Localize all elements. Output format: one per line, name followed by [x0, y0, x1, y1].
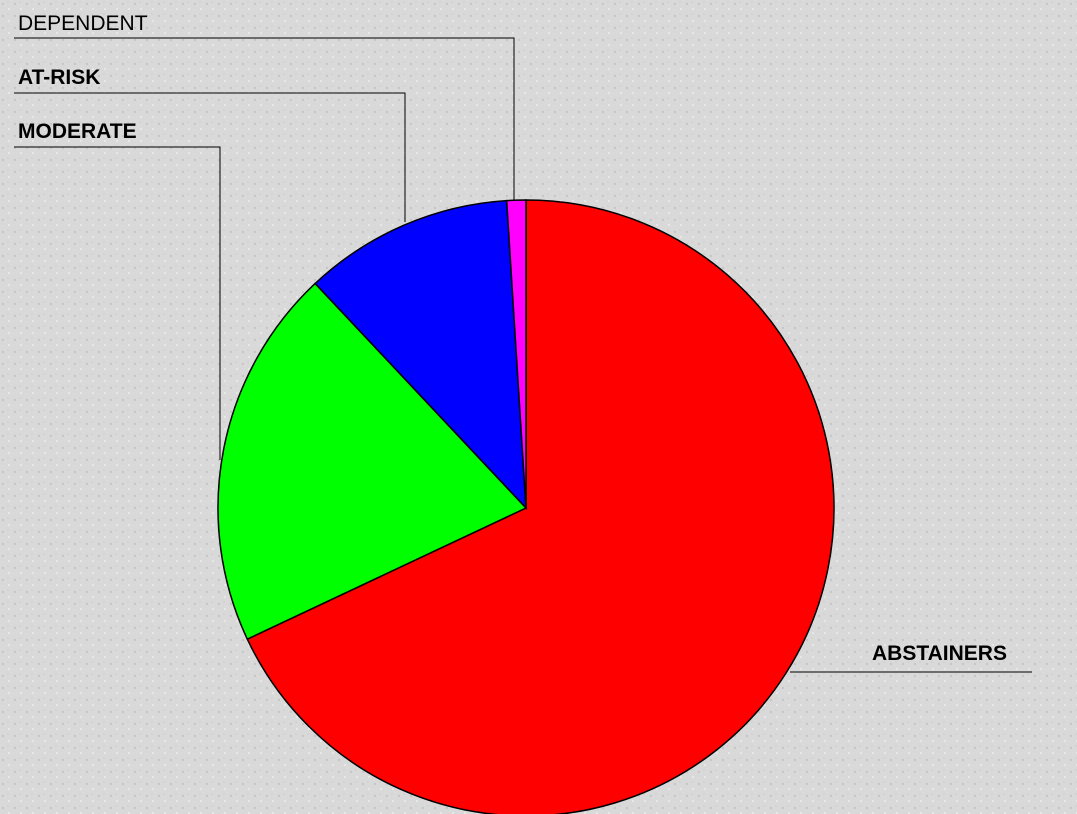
pie-slice [505, 199, 527, 509]
slice-label: AT-RISK [18, 66, 100, 89]
slice-label: DEPENDENT [18, 12, 148, 35]
pie-slice [314, 199, 527, 511]
slice-label: ABSTAINERS [872, 642, 1007, 665]
pie [217, 199, 835, 814]
pie-slice [246, 199, 835, 814]
labels: ABSTAINERS MODERATE AT-RISK DEPENDENT [14, 12, 1032, 673]
leader-line [14, 37, 515, 200]
leader-line [14, 146, 221, 460]
leader-line [14, 92, 406, 222]
slice-label: MODERATE [18, 120, 137, 143]
pie-slice [217, 282, 528, 641]
